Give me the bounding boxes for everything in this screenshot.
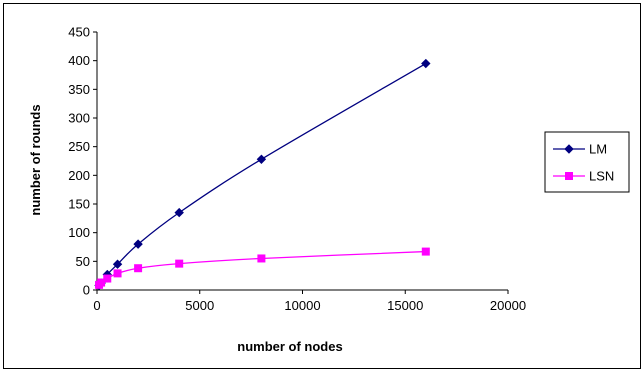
data-point-lsn	[113, 269, 122, 278]
y-tick-label: 250	[68, 139, 90, 154]
legend-box	[544, 131, 630, 193]
data-point-lsn	[421, 247, 430, 256]
y-tick-label: 400	[68, 53, 90, 68]
data-point-lsn	[103, 274, 112, 283]
x-tick-label: 20000	[490, 298, 526, 313]
y-tick-label: 450	[68, 25, 90, 40]
y-axis-title: number of rounds	[28, 104, 43, 215]
data-point-lsn	[257, 254, 266, 263]
data-point-lm	[112, 259, 123, 269]
y-axis-ticks: 0 50 100 150 200 250 300 350 400 450	[68, 25, 97, 298]
chart-frame	[3, 3, 641, 369]
data-point-lm	[421, 58, 431, 69]
series-lsn	[95, 247, 430, 289]
plot-area	[96, 32, 508, 291]
legend-marker-lsn	[565, 172, 573, 180]
y-tick-label: 0	[83, 283, 90, 298]
legend-marker-lm	[564, 144, 574, 154]
data-point-lsn	[175, 259, 184, 268]
series-line-lm	[98, 62, 427, 286]
data-point-lm	[133, 239, 143, 249]
y-tick-label: 50	[76, 254, 90, 269]
y-tick-label: 300	[68, 111, 90, 126]
data-point-lm	[174, 207, 184, 218]
legend-label-lsn: LSN	[589, 169, 614, 184]
series-layer	[94, 58, 431, 291]
legend: LM LSN	[544, 131, 630, 193]
x-tick-label: 5000	[185, 298, 214, 313]
y-tick-label: 150	[68, 197, 90, 212]
data-point-lm	[256, 154, 267, 164]
y-tick-label: 350	[68, 82, 90, 97]
x-tick-label: 10000	[284, 298, 320, 313]
y-tick-label: 100	[68, 225, 90, 240]
y-tick-label: 200	[68, 168, 90, 183]
legend-label-lm: LM	[589, 142, 607, 157]
x-tick-label: 15000	[387, 298, 423, 313]
data-point-lsn	[97, 278, 106, 287]
x-tick-label: 0	[93, 298, 100, 313]
x-axis-title: number of nodes	[237, 339, 342, 354]
x-axis-ticks: 0 5000 10000 15000 20000	[93, 290, 526, 313]
data-point-lsn	[134, 264, 143, 273]
